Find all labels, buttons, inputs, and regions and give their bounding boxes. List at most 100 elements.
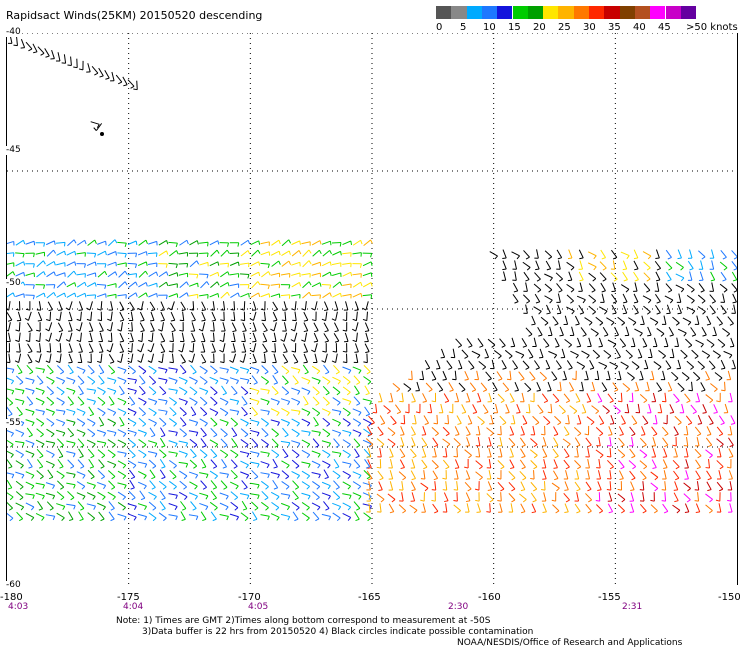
wind-barb xyxy=(217,261,220,266)
wind-barb xyxy=(122,464,127,469)
wind-barb xyxy=(692,411,697,415)
wind-barb xyxy=(59,353,62,363)
wind-barb xyxy=(686,294,695,301)
wind-barb xyxy=(614,365,619,370)
wind-barb xyxy=(656,312,661,315)
wind-barb xyxy=(401,392,404,402)
wind-barb xyxy=(107,491,116,498)
wind-barb xyxy=(256,421,260,426)
wind-barb xyxy=(278,251,281,256)
wind-barb xyxy=(101,402,106,406)
wind-barb xyxy=(315,402,320,406)
wind-barb xyxy=(189,376,198,382)
wind-barb xyxy=(65,339,70,342)
wind-barb xyxy=(107,418,116,424)
wind-barb xyxy=(559,278,563,282)
wind-barb xyxy=(728,448,734,457)
wind-barb xyxy=(169,469,177,478)
wind-barb xyxy=(620,415,626,424)
wind-barb xyxy=(569,405,578,412)
wind-barb xyxy=(475,460,483,467)
wind-barb xyxy=(29,371,34,375)
wind-barb xyxy=(476,370,480,380)
wind-barb xyxy=(319,294,322,299)
wind-barb xyxy=(629,470,636,479)
wind-barb xyxy=(582,299,586,304)
wind-barb xyxy=(329,271,332,277)
wind-barb xyxy=(16,375,24,383)
wind-barb xyxy=(7,252,14,255)
wind-barb xyxy=(53,284,56,289)
wind-barb xyxy=(45,339,50,342)
wind-barb xyxy=(180,501,187,509)
wind-barb xyxy=(140,319,145,322)
wind-barb xyxy=(592,349,601,357)
wind-barb xyxy=(338,506,342,511)
wind-barb xyxy=(612,312,617,315)
wind-barb xyxy=(708,360,716,368)
wind-barb xyxy=(56,272,65,277)
wind-barb xyxy=(599,272,607,280)
wind-barb xyxy=(567,414,570,424)
wind-barb xyxy=(46,319,51,322)
wind-barb xyxy=(347,517,352,521)
wind-barb xyxy=(338,453,342,458)
wind-barb xyxy=(468,345,473,348)
wind-barb xyxy=(37,500,44,509)
wind-barb xyxy=(311,319,317,322)
wind-barb xyxy=(490,432,494,437)
wind-barb xyxy=(104,271,108,276)
wind-barb xyxy=(79,518,84,522)
wind-barb xyxy=(699,271,704,281)
wind-barb xyxy=(448,367,453,370)
wind-barb xyxy=(336,475,341,480)
wind-barb xyxy=(322,350,327,353)
wind-barb xyxy=(332,429,341,434)
wind-barb xyxy=(695,470,701,479)
wind-barb xyxy=(564,315,569,325)
wind-barb xyxy=(148,440,157,444)
wind-barb xyxy=(61,380,66,385)
wind-barb xyxy=(226,249,230,254)
wind-barb xyxy=(601,293,605,303)
wind-barb xyxy=(229,366,239,371)
wind-barb xyxy=(138,471,147,476)
wind-barb xyxy=(250,429,260,434)
wind-barb xyxy=(178,450,188,455)
wind-barb xyxy=(566,306,575,312)
wind-barb xyxy=(162,423,167,427)
wind-barb xyxy=(313,417,319,426)
wind-barb xyxy=(219,407,229,414)
wind-barb xyxy=(499,503,503,513)
wind-barb xyxy=(326,381,331,385)
wind-barb xyxy=(179,470,188,477)
wind-barb xyxy=(223,434,228,438)
wind-barb xyxy=(511,488,516,492)
wind-barb xyxy=(554,477,559,481)
wind-barb xyxy=(115,74,123,83)
wind-barb xyxy=(210,511,217,520)
wind-barb xyxy=(296,475,301,479)
wind-barb xyxy=(662,456,667,458)
wind-barb xyxy=(370,253,373,258)
wind-barb xyxy=(281,481,290,487)
wind-barb xyxy=(200,438,207,446)
wind-barb xyxy=(585,503,592,512)
wind-barb xyxy=(272,479,279,488)
wind-barb xyxy=(127,360,132,364)
wind-barb xyxy=(137,349,142,353)
wind-barb xyxy=(31,379,35,384)
wind-barb xyxy=(93,505,96,510)
wind-barb xyxy=(107,387,117,392)
wind-barb xyxy=(191,340,196,343)
wind-barb xyxy=(201,466,207,469)
wind-barb xyxy=(475,499,480,502)
wind-barb xyxy=(691,381,693,391)
wind-barb xyxy=(90,476,95,480)
wind-barb xyxy=(161,434,166,438)
wind-barb xyxy=(456,415,462,424)
wind-barb xyxy=(587,459,590,469)
wind-barb xyxy=(230,459,238,467)
wind-barb xyxy=(504,389,509,392)
wind-barb xyxy=(274,444,279,448)
